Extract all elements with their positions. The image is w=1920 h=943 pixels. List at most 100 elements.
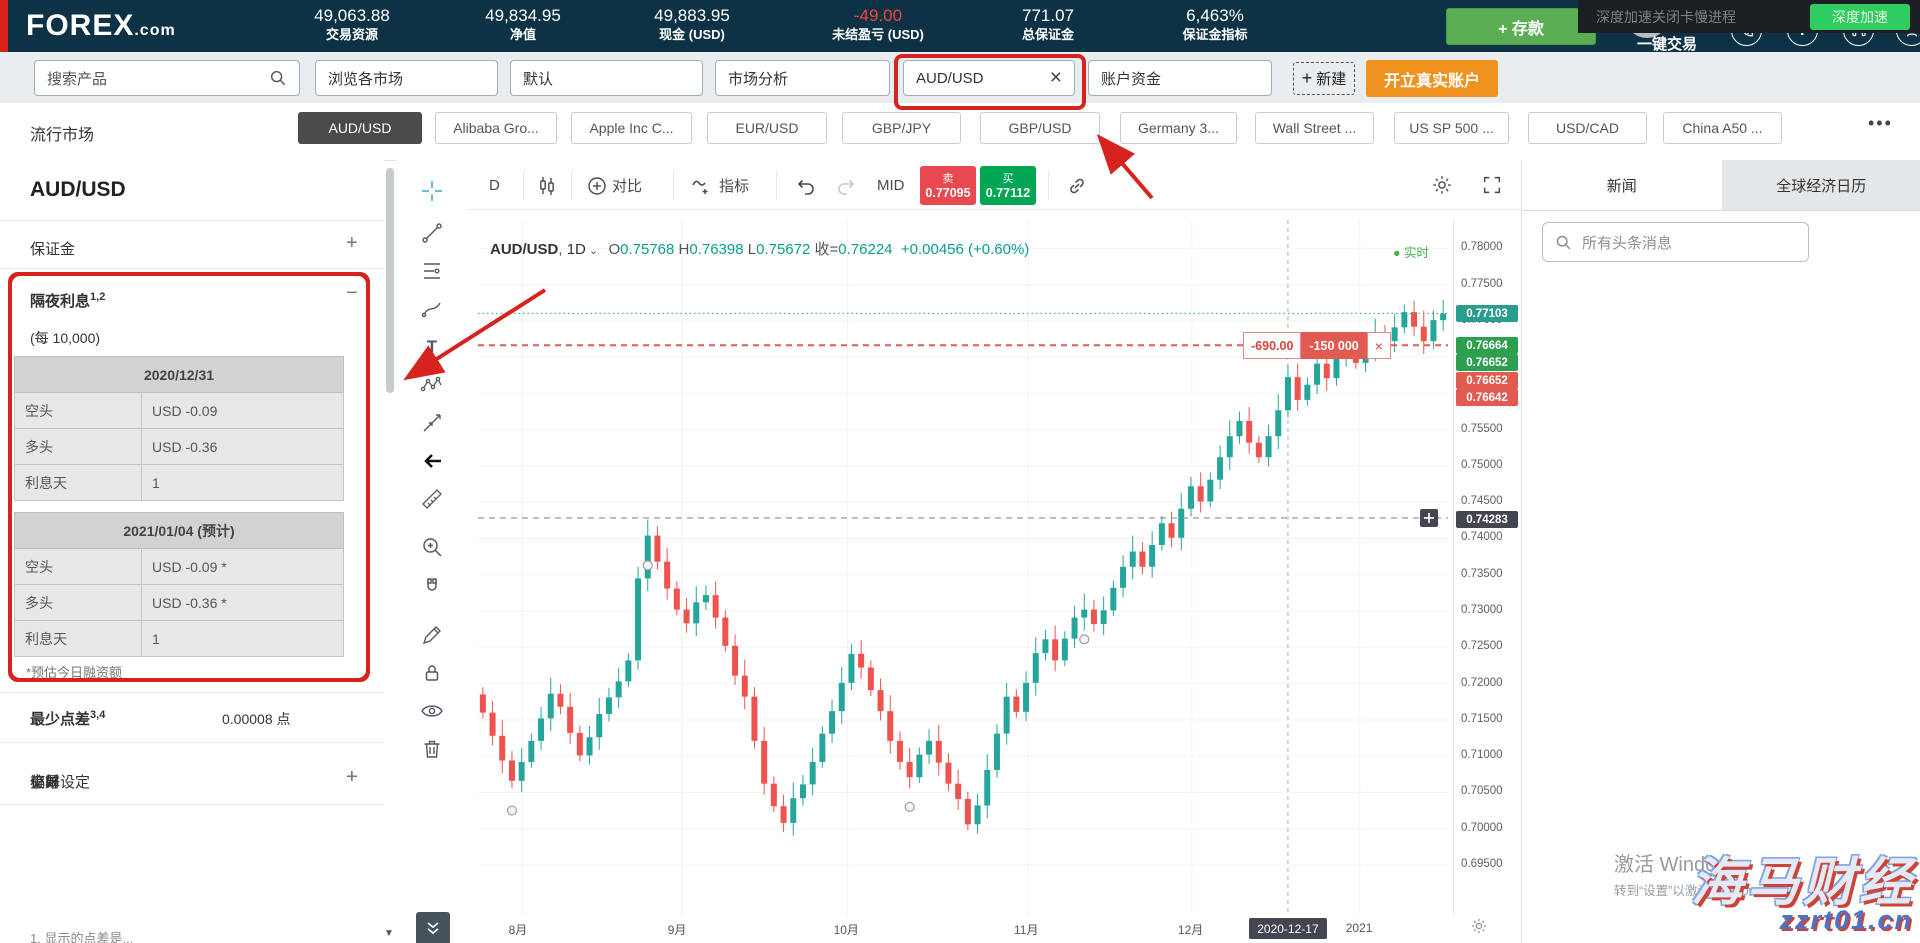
mid-price-button[interactable]: MID xyxy=(877,177,905,194)
axis-settings-gear-icon[interactable] xyxy=(1470,917,1488,935)
price-tick: 0.72500 xyxy=(1461,640,1503,653)
chart-settings-gear-icon[interactable] xyxy=(1431,174,1453,196)
trendline-icon[interactable] xyxy=(415,216,449,250)
forecast-icon[interactable] xyxy=(415,406,449,440)
candlestick-icon xyxy=(540,176,554,195)
top-bar: FOREX.com 49,063.88 交易资源 49,834.95 净值 49,883… xyxy=(0,0,1920,53)
crosshair-date-badge: 2020-12-17 xyxy=(1248,918,1327,939)
lock-icon[interactable] xyxy=(415,656,449,690)
expand-plus-icon[interactable]: + xyxy=(346,766,358,788)
close-position-icon[interactable]: × xyxy=(1366,332,1391,360)
indicators-button[interactable]: 指标 xyxy=(683,169,758,202)
sidebar-section-偏好设定[interactable]: 偏好设定 + xyxy=(0,758,384,805)
crosshair-icon[interactable] xyxy=(415,174,449,208)
brush-icon[interactable] xyxy=(415,292,449,326)
price-tick: 0.73000 xyxy=(1461,604,1503,617)
stat-label: 净值 xyxy=(509,27,536,42)
instrument-pill-eur-usd[interactable]: EUR/USD xyxy=(707,112,827,144)
fullscreen-icon[interactable] xyxy=(1481,174,1503,196)
close-tab-icon[interactable]: × xyxy=(1049,66,1062,89)
new-tab-button[interactable]: + 新建 xyxy=(1293,62,1355,95)
instrument-pill-wall-street-[interactable]: Wall Street ... xyxy=(1255,112,1374,144)
time-tick: 11月 xyxy=(1013,923,1039,937)
price-tick: 0.70500 xyxy=(1461,785,1503,798)
magnet-icon[interactable] xyxy=(415,570,449,604)
compare-button[interactable]: 对比 xyxy=(578,169,651,202)
tab-account-funds[interactable]: 账户资金 xyxy=(1088,60,1272,96)
ohlc-interval[interactable]: 1D xyxy=(566,241,586,258)
instrument-pill-usd-cad[interactable]: USD/CAD xyxy=(1528,112,1647,144)
overnight-collapse-button[interactable]: − xyxy=(346,282,358,304)
popular-markets-label: 流行市场 xyxy=(30,127,95,144)
news-tab-calendar[interactable]: 全球经济日历 xyxy=(1776,177,1867,195)
news-tab-news[interactable]: 新闻 xyxy=(1522,160,1722,210)
sidebar-scroll-down-icon[interactable]: ▼ xyxy=(384,928,394,939)
link-chart-button[interactable] xyxy=(1058,169,1096,202)
price-tick: 0.71000 xyxy=(1461,749,1503,762)
eye-icon[interactable] xyxy=(415,694,449,728)
sidebar-section-label: 偏好设定 xyxy=(30,774,91,791)
instrument-pill-aud-usd[interactable]: AUD/USD xyxy=(298,112,422,144)
tab-aud-usd[interactable]: AUD/USD × xyxy=(903,60,1075,96)
undo-button[interactable] xyxy=(786,169,826,202)
search-icon xyxy=(270,70,286,86)
instrument-pill-china-a50-[interactable]: China A50 ... xyxy=(1663,112,1782,144)
row-label: 利息天 xyxy=(14,464,142,501)
main-area: AUD/USD 保证金 + 隔夜利息1,2 − (每 10,000) 2020/… xyxy=(0,160,1920,943)
instrument-pill-alibaba-gro-[interactable]: Alibaba Gro... xyxy=(435,112,557,144)
overnight-table-header: 2020/12/31 xyxy=(14,356,344,393)
expand-plus-icon[interactable]: + xyxy=(346,766,358,788)
buy-quote-button[interactable]: 买 0.77112 xyxy=(980,166,1036,205)
instrument-pill-apple-inc-c-[interactable]: Apple Inc C... xyxy=(571,112,692,144)
trash-icon[interactable] xyxy=(415,732,449,766)
row-value: USD -0.36 * xyxy=(141,584,344,621)
interval-button[interactable]: D xyxy=(489,177,500,194)
expand-plus-icon[interactable]: + xyxy=(346,766,358,788)
candlestick-plot xyxy=(478,220,1448,915)
sell-label: 卖 xyxy=(942,172,954,185)
indicator-wave-icon xyxy=(692,180,708,194)
sell-quote-button[interactable]: 卖 0.77095 xyxy=(920,166,976,205)
fib-retracement-icon[interactable] xyxy=(415,254,449,288)
deposit-button[interactable]: + 存款 xyxy=(1446,8,1596,45)
chevron-double-down-icon[interactable] xyxy=(416,912,450,943)
candle-style-button[interactable] xyxy=(528,169,566,202)
sidebar-scrollbar[interactable] xyxy=(386,168,394,393)
instrument-pill-gbp-jpy[interactable]: GBP/JPY xyxy=(842,112,961,144)
instrument-pill-gbp-usd[interactable]: GBP/USD xyxy=(980,112,1100,144)
tab-默认[interactable]: 默认 xyxy=(510,60,703,96)
price-badge: 0.76652 xyxy=(1456,372,1518,389)
instrument-pill-us-sp-500-[interactable]: US SP 500 ... xyxy=(1394,112,1509,144)
stat-label: 未结盈亏 (USD) xyxy=(832,27,924,42)
redo-button[interactable] xyxy=(826,169,866,202)
price-chart[interactable]: AUD/USD, 1D ⌄ O0.75768 H0.76398 L0.75672… xyxy=(478,220,1453,915)
speed-boost-button[interactable]: 深度加速 xyxy=(1810,3,1910,30)
time-tick: 12月 xyxy=(1177,923,1204,937)
draw-mode-icon[interactable] xyxy=(415,618,449,652)
stat-label: 交易资源 xyxy=(325,27,378,42)
pattern-icon[interactable] xyxy=(415,368,449,402)
expand-plus-icon[interactable]: + xyxy=(346,766,358,788)
ohlc-readout: AUD/USD, 1D ⌄ O0.75768 H0.76398 L0.75672… xyxy=(490,241,1030,258)
tab-市场分析[interactable]: 市场分析 xyxy=(715,60,890,96)
arrow-marker-icon[interactable] xyxy=(415,444,449,478)
sidebar-section-label: 小时 xyxy=(30,774,61,791)
more-instruments-button[interactable]: ••• xyxy=(1868,113,1893,133)
news-tabs: 新闻 全球经济日历 xyxy=(1522,160,1920,211)
time-axis[interactable]: 8月 9月 10月 11月 12月 2021 2020-12-17 xyxy=(478,918,1453,943)
min-spread-superscript: 3,4 xyxy=(90,709,106,721)
margin-expand-button[interactable]: + xyxy=(346,232,358,254)
ruler-icon[interactable] xyxy=(415,482,449,516)
product-search-input[interactable]: 搜索产品 xyxy=(34,60,300,96)
instrument-pill-germany-3-[interactable]: Germany 3... xyxy=(1120,112,1237,144)
zoom-in-icon[interactable] xyxy=(415,530,449,564)
price-axis[interactable]: 0.780000.775000.770000.765000.760000.755… xyxy=(1453,220,1522,915)
text-icon[interactable]: T xyxy=(426,337,438,356)
row-label: 利息天 xyxy=(14,620,142,657)
open-live-account-button[interactable]: 开立真实账户 xyxy=(1366,60,1498,97)
news-search-input[interactable]: 所有头条消息 xyxy=(1542,222,1809,262)
row-value: 1 xyxy=(141,464,344,501)
tab-浏览各市场[interactable]: 浏览各市场 xyxy=(315,60,498,96)
buy-price: 0.77112 xyxy=(985,185,1031,200)
